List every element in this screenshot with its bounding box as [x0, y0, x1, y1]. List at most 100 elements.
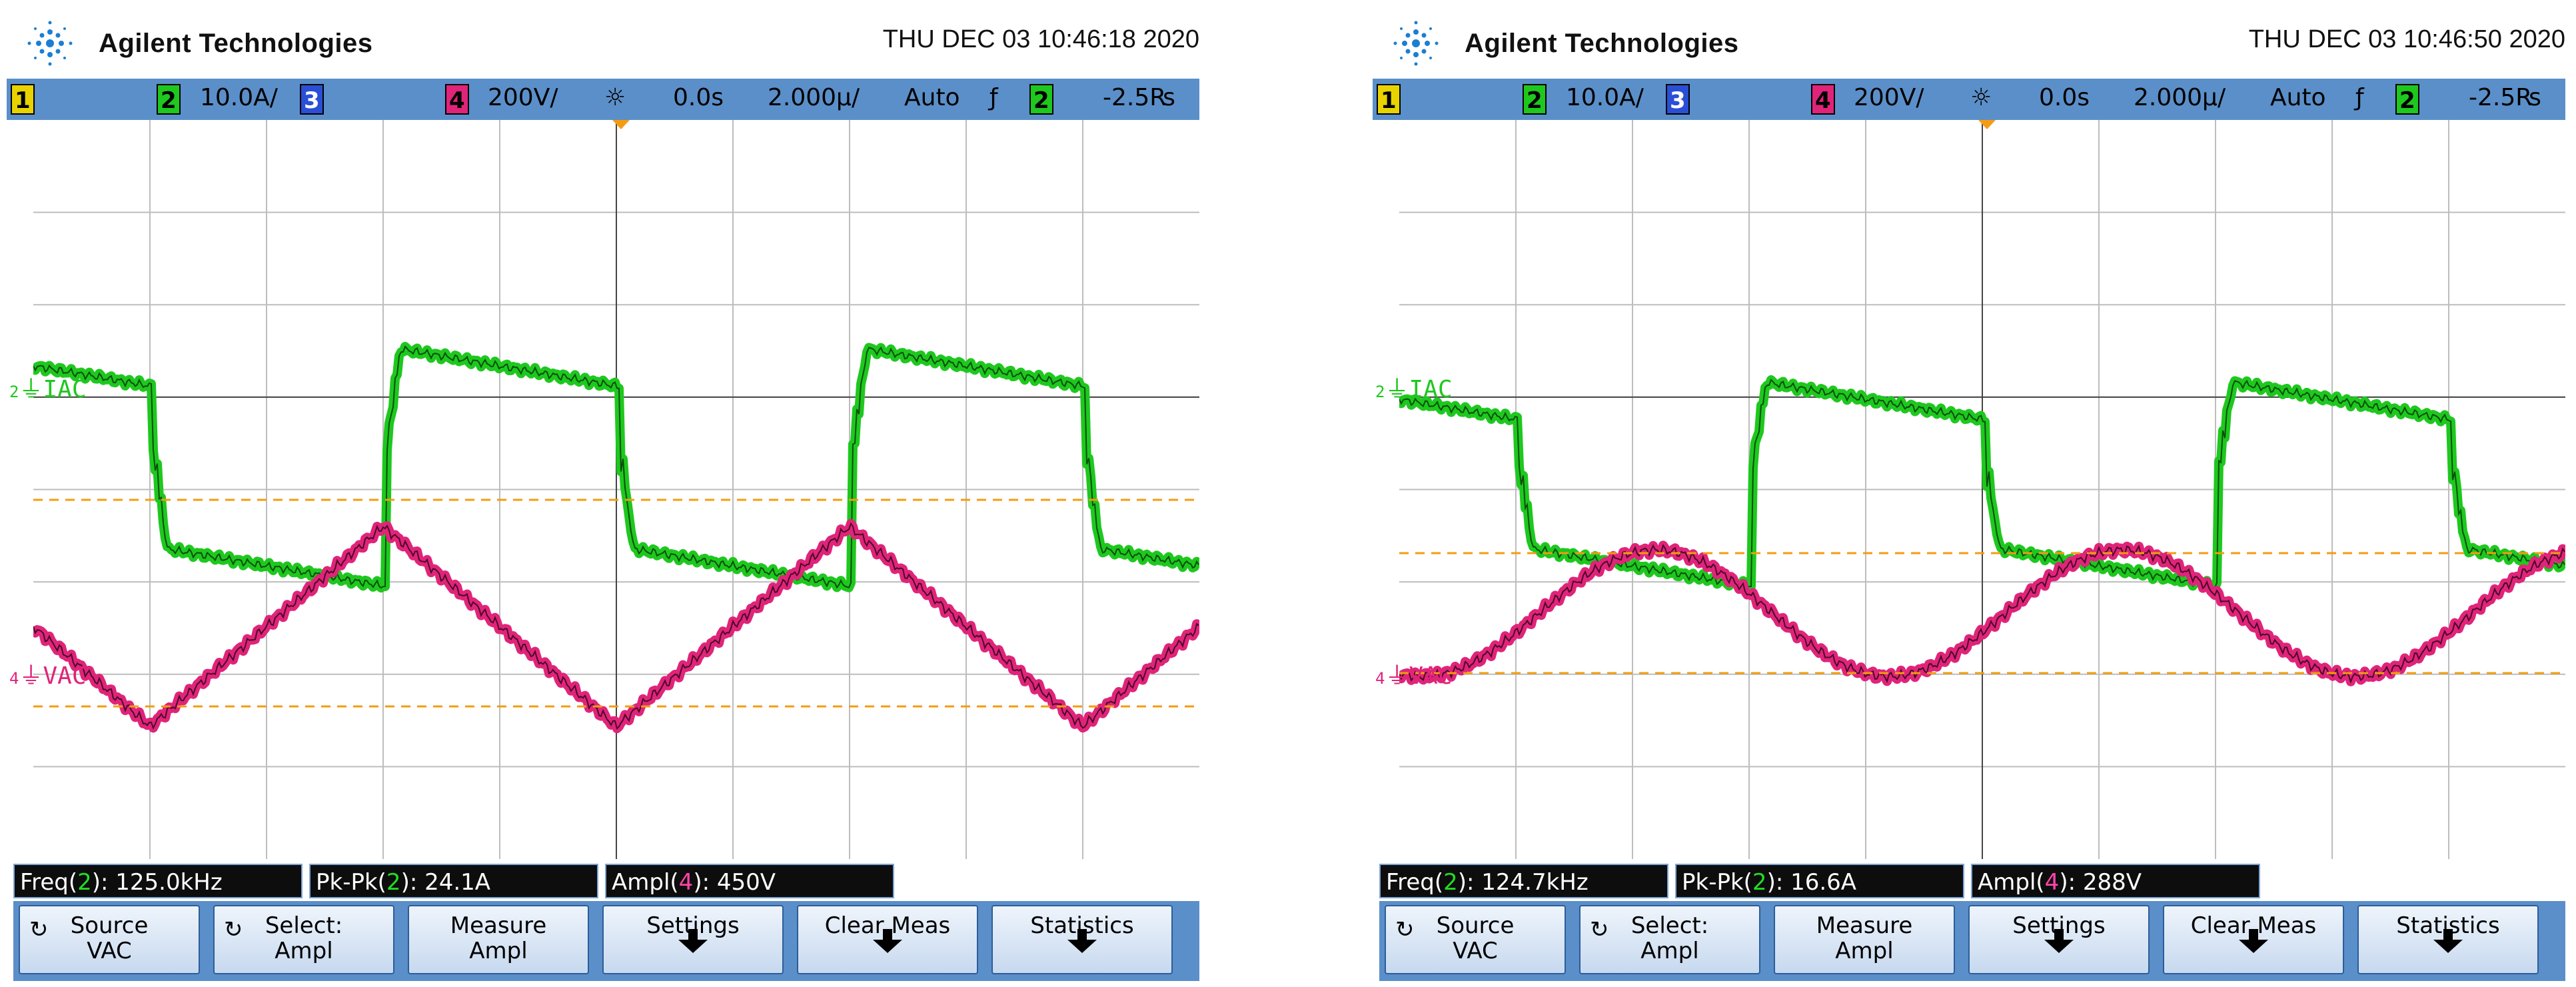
meas-prefix: Freq( [1386, 869, 1444, 896]
measurement-freq[interactable]: Freq(2): 125.0kHz [13, 864, 303, 898]
iac-trace-edge [1399, 379, 2565, 589]
meas-prefix: Ampl( [1978, 869, 2045, 896]
softkey-value: VAC [1453, 938, 1498, 964]
waveform-display[interactable] [33, 120, 1199, 859]
trigger-mode: Auto [904, 84, 960, 111]
sun-icon: ☼ [1970, 84, 1992, 111]
down-arrow-icon [1067, 929, 1097, 953]
scope-screen-left: Agilent Technologies THU DEC 03 10:46:18… [0, 0, 1199, 987]
trigger-mode: Auto [2270, 84, 2326, 111]
softkey-select[interactable]: ↻ Select: Ampl [1579, 905, 1760, 974]
meas-value: ): 450V [693, 869, 776, 896]
softkey-value: VAC [87, 938, 132, 964]
down-arrow-icon [873, 929, 902, 953]
softkey-label: Source [1436, 912, 1515, 939]
softkey-statistics[interactable]: Statistics [2357, 905, 2539, 974]
softkey-statistics[interactable]: Statistics [991, 905, 1173, 974]
softkey-value: Ampl [1835, 938, 1894, 964]
iac-label: IAC [43, 376, 87, 403]
trigger-channel[interactable]: 2 [2395, 84, 2419, 115]
softkey-measure[interactable]: Measure Ampl [1774, 905, 1955, 974]
vac-channel-label: 4⏚VAC [9, 662, 87, 690]
softkey-label: Source [70, 912, 149, 939]
vac-ground-marker[interactable]: 4 [9, 669, 19, 688]
channel-2-indicator[interactable]: 2 [157, 84, 181, 115]
meas-value: ): 16.6A [1766, 869, 1857, 896]
trigger-slope-icon: ƒ [989, 84, 998, 111]
channel-4-indicator[interactable]: 4 [1811, 84, 1835, 115]
iac-trace-edge [33, 345, 1199, 589]
iac-channel-label: 2⏚IAC [9, 376, 87, 403]
down-arrow-icon [678, 929, 708, 953]
sun-icon: ☼ [604, 84, 626, 111]
softkey-label: Measure [450, 912, 547, 939]
brand-header: Agilent Technologies [1386, 13, 1739, 73]
trigger-slope-icon: ƒ [2355, 84, 2364, 111]
delay-value: 0.0s [2039, 84, 2090, 111]
down-arrow-icon [2239, 929, 2268, 953]
iac-ground-marker[interactable]: 2 [1375, 383, 1385, 401]
agilent-spark-icon [1393, 21, 1439, 66]
vac-trace-edge [33, 522, 1199, 730]
measurement-freq[interactable]: Freq(2): 124.7kHz [1379, 864, 1668, 898]
softkey-value: Ampl [275, 938, 333, 964]
trigger-level: -2.5₨ [2469, 84, 2541, 111]
vac-ground-marker[interactable]: 4 [1375, 669, 1385, 688]
waveform-display[interactable] [1399, 120, 2565, 859]
rotate-knob-icon: ↻ [1395, 916, 1415, 943]
vac-label: VAC [43, 662, 87, 690]
vac-trace-edge [1399, 543, 2565, 684]
softkey-select[interactable]: ↻ Select: Ampl [213, 905, 394, 974]
softkey-settings[interactable]: Settings [1968, 905, 2150, 974]
rotate-knob-icon: ↻ [224, 916, 243, 943]
softkey-clear-meas[interactable]: Clear Meas [2163, 905, 2344, 974]
measurement-ampl[interactable]: Ampl(4): 450V [605, 864, 894, 898]
channel-1-indicator[interactable]: 1 [11, 84, 35, 115]
trigger-level: -2.5₨ [1103, 84, 1175, 111]
down-arrow-icon [2044, 929, 2074, 953]
vac-channel-label: 4⏚VAC [1375, 662, 1453, 690]
softkey-settings[interactable]: Settings [602, 905, 784, 974]
measurement-pkpk[interactable]: Pk-Pk(2): 24.1A [309, 864, 598, 898]
status-bar: 1 2 10.0A/ 3 4 200V/ ☼ 0.0s 2.000µ/ Auto… [7, 79, 1199, 120]
softkey-label: Select: [265, 912, 343, 939]
brand-name: Agilent Technologies [99, 28, 373, 58]
scope-screen-right: Agilent Technologies THU DEC 03 10:46:50… [1366, 0, 2565, 987]
softkey-source[interactable]: ↻ Source VAC [1385, 905, 1566, 974]
meas-channel: 4 [2044, 869, 2060, 896]
channel-4-scale: 200V/ [488, 84, 558, 111]
measurement-ampl[interactable]: Ampl(4): 288V [1971, 864, 2260, 898]
softkey-clear-meas[interactable]: Clear Meas [797, 905, 978, 974]
meas-channel: 2 [1443, 869, 1458, 896]
datetime: THU DEC 03 10:46:18 2020 [882, 25, 1199, 53]
channel-4-scale: 200V/ [1854, 84, 1924, 111]
softkey-bar: ↻ Source VAC ↻ Select: Ampl Measure Ampl Sett… [1379, 901, 2565, 981]
timebase-value: 2.000µ/ [2134, 84, 2226, 111]
graticule [1399, 120, 2565, 859]
softkey-label: Measure [1816, 912, 1913, 939]
status-bar: 1 2 10.0A/ 3 4 200V/ ☼ 0.0s 2.000µ/ Auto… [1373, 79, 2565, 120]
channel-1-indicator[interactable]: 1 [1377, 84, 1401, 115]
channel-2-indicator[interactable]: 2 [1523, 84, 1547, 115]
channel-3-indicator[interactable]: 3 [300, 84, 324, 115]
trigger-position-marker[interactable] [612, 120, 630, 129]
down-arrow-icon [2433, 929, 2463, 953]
meas-prefix: Ampl( [612, 869, 679, 896]
meas-channel: 4 [678, 869, 694, 896]
timebase-value: 2.000µ/ [768, 84, 860, 111]
vac-label: VAC [1409, 662, 1453, 690]
meas-channel: 2 [1752, 869, 1767, 896]
trigger-position-marker[interactable] [1978, 120, 1996, 129]
iac-ground-marker[interactable]: 2 [9, 383, 19, 401]
softkey-source[interactable]: ↻ Source VAC [19, 905, 200, 974]
measurement-pkpk[interactable]: Pk-Pk(2): 16.6A [1675, 864, 1964, 898]
channel-3-indicator[interactable]: 3 [1666, 84, 1690, 115]
meas-channel: 2 [77, 869, 92, 896]
softkey-measure[interactable]: Measure Ampl [408, 905, 589, 974]
channel-4-indicator[interactable]: 4 [445, 84, 469, 115]
softkey-value: Ampl [469, 938, 528, 964]
brand-name: Agilent Technologies [1465, 28, 1739, 58]
meas-value: ): 24.1A [400, 869, 491, 896]
trigger-channel[interactable]: 2 [1029, 84, 1053, 115]
iac-channel-label: 2⏚IAC [1375, 376, 1453, 403]
